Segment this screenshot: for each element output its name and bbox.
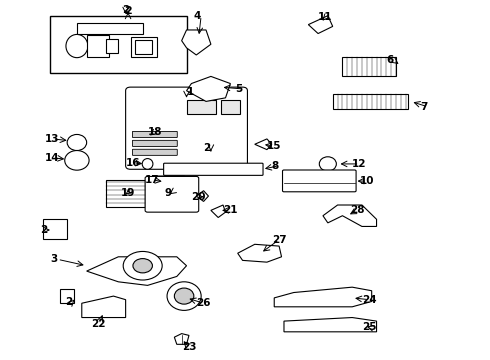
Polygon shape [323, 205, 376, 226]
FancyBboxPatch shape [132, 140, 177, 147]
Polygon shape [196, 191, 208, 202]
FancyBboxPatch shape [50, 16, 187, 73]
Text: 28: 28 [350, 205, 364, 215]
Ellipse shape [174, 288, 194, 304]
FancyBboxPatch shape [333, 94, 408, 109]
Text: 2: 2 [122, 5, 129, 15]
FancyBboxPatch shape [125, 87, 247, 169]
Text: 2: 2 [203, 143, 211, 153]
Text: 11: 11 [318, 13, 333, 22]
Circle shape [123, 251, 162, 280]
Polygon shape [187, 76, 230, 102]
Polygon shape [174, 334, 189, 344]
Text: 7: 7 [420, 102, 428, 112]
Text: 19: 19 [121, 188, 135, 198]
Text: 14: 14 [45, 153, 60, 163]
FancyBboxPatch shape [283, 170, 356, 192]
Text: 2: 2 [124, 6, 132, 16]
Polygon shape [255, 139, 272, 150]
Ellipse shape [167, 282, 201, 310]
Text: 6: 6 [386, 55, 393, 65]
Circle shape [133, 258, 152, 273]
Text: 23: 23 [182, 342, 196, 352]
Text: 24: 24 [362, 295, 376, 305]
Text: 10: 10 [360, 176, 374, 186]
Polygon shape [182, 30, 211, 55]
Text: 26: 26 [196, 298, 211, 308]
FancyBboxPatch shape [145, 176, 199, 212]
FancyBboxPatch shape [130, 37, 157, 57]
FancyBboxPatch shape [187, 100, 216, 114]
Polygon shape [238, 244, 282, 262]
Text: 25: 25 [362, 322, 376, 332]
Text: 20: 20 [192, 192, 206, 202]
FancyBboxPatch shape [87, 35, 109, 57]
Text: 2: 2 [65, 297, 72, 307]
Text: 3: 3 [50, 254, 57, 264]
FancyBboxPatch shape [132, 131, 177, 138]
Ellipse shape [142, 158, 153, 169]
Polygon shape [284, 318, 376, 332]
Text: 21: 21 [223, 205, 238, 215]
FancyBboxPatch shape [132, 149, 177, 156]
FancyBboxPatch shape [135, 40, 152, 54]
FancyBboxPatch shape [106, 39, 118, 53]
Text: 13: 13 [45, 134, 60, 144]
Polygon shape [274, 287, 372, 307]
Polygon shape [82, 296, 125, 318]
FancyBboxPatch shape [164, 163, 263, 175]
FancyBboxPatch shape [60, 289, 74, 303]
Text: 12: 12 [352, 159, 367, 169]
FancyBboxPatch shape [343, 57, 396, 76]
Text: 4: 4 [194, 11, 201, 21]
Text: 5: 5 [235, 84, 243, 94]
Text: 17: 17 [145, 175, 160, 185]
Text: 22: 22 [92, 319, 106, 329]
Polygon shape [87, 257, 187, 285]
Polygon shape [211, 205, 225, 217]
FancyBboxPatch shape [154, 176, 185, 186]
FancyBboxPatch shape [77, 23, 143, 33]
Text: 18: 18 [147, 127, 162, 137]
Text: 9: 9 [165, 188, 172, 198]
Ellipse shape [65, 150, 89, 170]
Text: 8: 8 [272, 161, 279, 171]
Text: 1: 1 [187, 87, 194, 98]
FancyBboxPatch shape [220, 100, 240, 114]
Ellipse shape [66, 35, 88, 58]
Ellipse shape [67, 134, 87, 150]
FancyBboxPatch shape [43, 219, 67, 239]
Text: 15: 15 [267, 141, 281, 151]
FancyBboxPatch shape [106, 180, 145, 207]
Ellipse shape [319, 157, 336, 171]
Polygon shape [308, 16, 333, 33]
Text: 2: 2 [40, 225, 48, 235]
Text: 27: 27 [272, 235, 287, 245]
Text: 16: 16 [125, 158, 140, 168]
